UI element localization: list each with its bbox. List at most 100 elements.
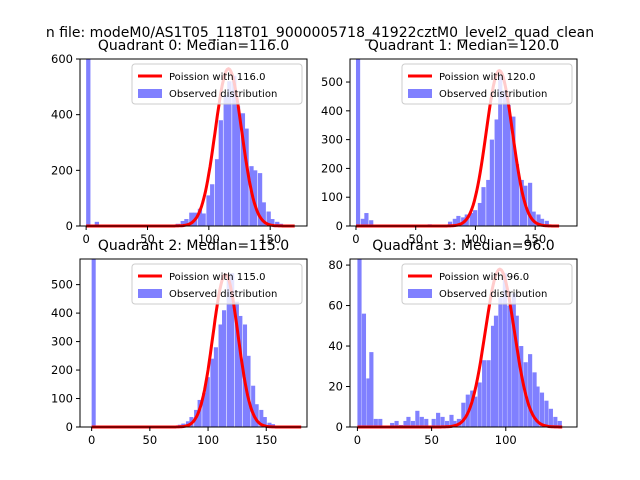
histogram-bar	[201, 213, 206, 226]
legend-box	[401, 263, 573, 305]
legend: Poission with 115.0 Observed distribution	[131, 263, 303, 305]
legend-observed-label: Observed distribution	[439, 89, 547, 100]
histogram-bar	[498, 76, 503, 226]
histogram-bar	[253, 170, 258, 226]
y-tick-label: 600	[51, 52, 73, 66]
histogram-bar	[482, 360, 487, 427]
histogram-bar	[240, 113, 246, 226]
histogram-bar	[507, 305, 512, 427]
y-tick-label: 300	[321, 133, 343, 147]
x-tick-label: 0	[82, 232, 89, 246]
histogram-bar	[232, 75, 237, 226]
histogram-bar	[498, 297, 503, 427]
y-tick-label: 200	[51, 363, 73, 377]
quadrant-3-panel: 0 50 100 0 20 40 60 80 Quadrant 3: Median=96.0 Po…	[328, 238, 578, 447]
x-tick-label: 50	[408, 232, 423, 246]
y-tick-label: 200	[321, 161, 343, 175]
histogram-bar	[557, 420, 562, 427]
x-tick-label: 150	[259, 232, 281, 246]
histogram-bar	[257, 173, 263, 226]
histogram-bar	[91, 259, 96, 427]
histogram-bar	[218, 120, 223, 226]
quadrant-title: Quadrant 1: Median=120.0	[368, 38, 559, 54]
legend-box	[131, 63, 303, 105]
legend-fit-label: Poission with 115.0	[169, 272, 265, 283]
y-tick-label: 500	[51, 278, 73, 292]
histogram-bar	[532, 372, 537, 427]
histogram-bar	[519, 346, 524, 427]
histogram-bar	[94, 221, 100, 226]
histogram-bar	[275, 221, 280, 226]
histogram-bar	[251, 385, 256, 427]
histogram-bar	[528, 182, 533, 226]
histogram-bar	[355, 59, 361, 226]
histogram-bar	[238, 315, 243, 427]
histogram-bar	[544, 400, 549, 427]
legend-observed-label: Observed distribution	[439, 289, 547, 300]
histogram-bar	[477, 382, 482, 427]
histogram-bar	[373, 418, 378, 427]
x-tick-label: 0	[354, 433, 361, 447]
histogram-bar	[486, 179, 491, 226]
quadrant-1-panel: 0 50 100 150 0 100 200 300 400 500 Quadrant 1: Med…	[321, 38, 578, 246]
histogram-bar	[470, 390, 475, 427]
histogram-bar	[473, 396, 478, 427]
histogram-bar	[244, 128, 249, 226]
histogram-bar	[214, 159, 220, 226]
histogram-bar	[415, 410, 420, 427]
histogram-bar	[394, 420, 399, 427]
histogram-bar	[477, 202, 483, 226]
x-tick-label: 150	[524, 232, 546, 246]
histogram-bar	[218, 324, 223, 427]
quadrant-2-panel: 0 50 100 150 0 100 200 300 400 500 Quadrant 2: Med…	[51, 238, 308, 447]
y-tick-label: 60	[328, 299, 343, 313]
y-tick-label: 200	[51, 163, 73, 177]
histogram-bar	[206, 195, 211, 226]
histogram-bar	[436, 412, 441, 427]
x-tick-label: 0	[88, 433, 95, 447]
legend-observed-label: Observed distribution	[169, 89, 277, 100]
legend-observed-label: Observed distribution	[169, 289, 277, 300]
histogram-bar	[254, 404, 259, 427]
histogram-bar	[494, 119, 499, 226]
y-tick-label: 80	[328, 258, 343, 272]
histogram-bar	[86, 59, 91, 226]
histogram-bar	[489, 139, 494, 226]
legend-fit-label: Poission with 120.0	[439, 72, 535, 83]
histogram-bar	[514, 315, 519, 427]
legend-box	[401, 63, 573, 105]
histogram-bar	[511, 116, 516, 226]
legend: Poission with 120.0 Observed distribution	[401, 63, 573, 105]
histogram-bar	[431, 418, 436, 427]
histogram-bar	[357, 259, 362, 427]
y-tick-label: 0	[336, 219, 343, 233]
histogram-bar	[266, 211, 271, 226]
legend-bar-swatch	[138, 89, 162, 98]
quadrant-title: Quadrant 0: Median=116.0	[98, 38, 289, 54]
y-tick-label: 400	[51, 306, 73, 320]
axes-frame	[349, 58, 578, 227]
histogram-bar	[528, 354, 533, 427]
histogram-bar	[447, 221, 453, 226]
histogram-bar	[360, 218, 365, 226]
x-tick-label: 100	[198, 232, 220, 246]
histogram-bar	[197, 208, 203, 226]
legend-box	[131, 263, 303, 305]
histogram-bar	[184, 219, 189, 226]
histogram-bar	[390, 422, 395, 427]
y-tick-label: 100	[321, 190, 343, 204]
legend-fit-label: Poission with 96.0	[439, 272, 529, 283]
histogram-bar	[419, 416, 424, 427]
y-tick-label: 0	[66, 420, 73, 434]
histogram-bar	[452, 218, 457, 226]
legend: Poission with 116.0 Observed distribution	[131, 63, 303, 105]
axes-frame	[349, 258, 578, 428]
quadrant-0-panel: 0 50 100 150 0 200 400 600 Quadrant 0: Median=11…	[51, 38, 308, 246]
y-tick-label: 300	[51, 335, 73, 349]
histogram-bar	[361, 313, 367, 427]
histogram-bar	[502, 90, 508, 226]
histogram-bar	[449, 414, 454, 427]
histogram-bar	[486, 360, 491, 427]
